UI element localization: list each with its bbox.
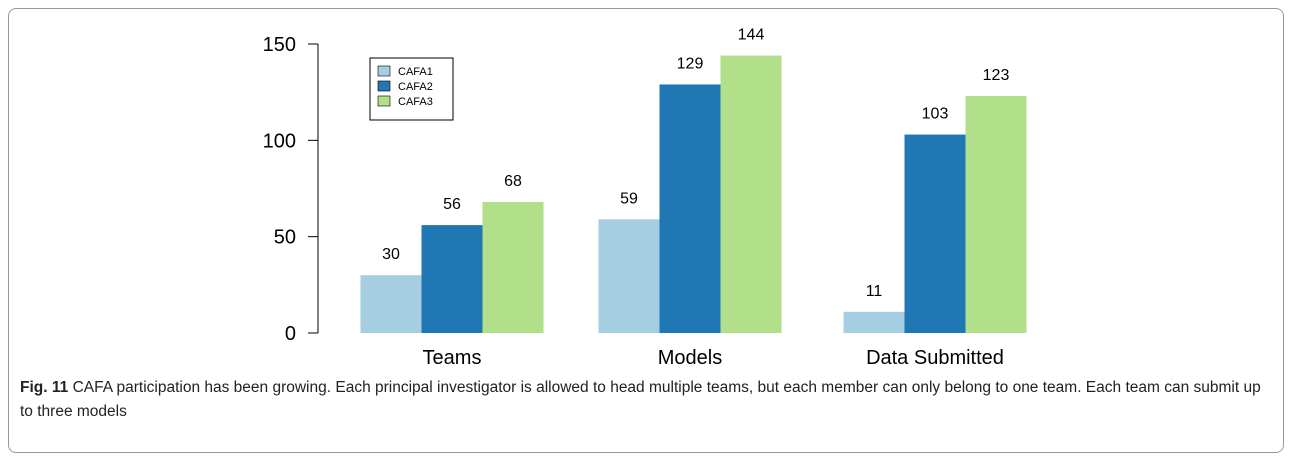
legend-swatch [377, 80, 391, 92]
y-tick-label: 150 [263, 34, 296, 56]
legend-label: CAFA1 [398, 66, 433, 78]
bar [482, 201, 544, 333]
x-tick-label: Teams(Methods) [407, 347, 497, 370]
value-label: 30 [382, 246, 400, 263]
legend-label: CAFA3 [398, 96, 433, 108]
value-label: 56 [443, 196, 461, 213]
caption-label: Fig. 11 [20, 379, 69, 396]
bar [659, 84, 721, 334]
value-label: 129 [677, 55, 704, 72]
legend-swatch [377, 95, 391, 107]
value-label: 11 [866, 283, 883, 300]
bar [965, 96, 1027, 334]
value-label: 144 [738, 27, 765, 44]
chart: 0 50 100 150 Teams(Methods) 30 56 68 Models 59 129… [263, 27, 1027, 370]
bar [720, 55, 782, 334]
value-label: 123 [983, 67, 1010, 84]
bar [904, 134, 966, 333]
value-label: 59 [620, 190, 638, 207]
y-tick-label: 100 [263, 130, 296, 152]
caption-text: CAFA participation has been growing. Eac… [20, 379, 1261, 420]
bar [421, 225, 483, 333]
bar [598, 219, 660, 333]
value-label: 68 [504, 173, 522, 190]
legend-swatch [377, 65, 391, 77]
figure-frame [8, 8, 1284, 453]
caption: Fig. 11 CAFA participation has been grow… [20, 376, 1270, 424]
y-tick-label: 50 [274, 227, 296, 249]
x-tick-label: Data Submitted(GB) [866, 347, 1004, 370]
value-label: 103 [922, 106, 949, 123]
y-tick-label: 0 [285, 323, 296, 345]
bar [360, 275, 422, 333]
legend-label: CAFA2 [398, 81, 433, 93]
bar [843, 311, 905, 333]
x-tick-label: Models [658, 347, 722, 369]
